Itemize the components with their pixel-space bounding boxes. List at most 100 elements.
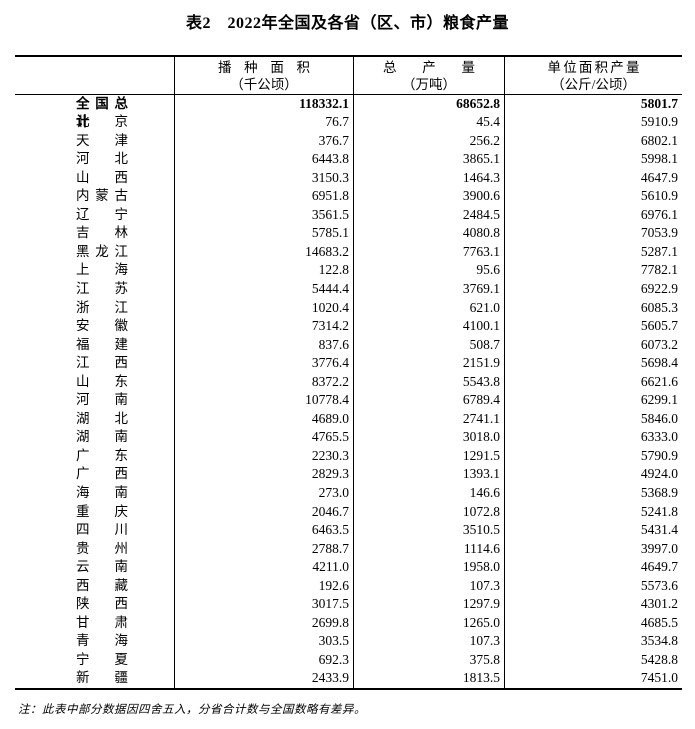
sown-area-cell: 2433.9 <box>174 669 353 688</box>
total-output-cell: 1958.0 <box>353 558 504 577</box>
total-output-cell: 1114.6 <box>353 539 504 559</box>
grain-production-table: 播种面积 （千公顷） 总产量 （万吨） 单位面积产量 （公斤/公顷） 全国总计 … <box>15 55 682 690</box>
table-row: 福建 837.6 508.7 6073.2 <box>15 335 682 355</box>
total-output-cell: 2151.9 <box>353 354 504 373</box>
table-row: 陕西 3017.5 1297.9 4301.2 <box>15 595 682 614</box>
yield-cell: 5790.9 <box>504 446 682 466</box>
table-row: 新疆 2433.9 1813.5 7451.0 <box>15 669 682 688</box>
province-name-cell: 新疆 <box>15 669 174 688</box>
total-output-cell: 4080.8 <box>353 224 504 243</box>
table-row: 江苏 5444.4 3769.1 6922.9 <box>15 279 682 299</box>
total-output-cell: 3769.1 <box>353 279 504 299</box>
header-yield-label: 单位面积产量 <box>547 60 640 75</box>
province-name: 西藏 <box>76 577 128 593</box>
table-row: 内蒙古 6951.8 3900.6 5610.9 <box>15 187 682 206</box>
province-name-cell: 青海 <box>15 632 174 651</box>
province-name-cell: 全国总计 <box>15 95 174 132</box>
header-yield-unit: （公斤/公顷） <box>551 77 636 92</box>
header-sown-area: 播种面积 （千公顷） <box>174 57 353 94</box>
sown-area-cell: 3017.5 <box>174 595 353 614</box>
province-name-cell: 安徽 <box>15 317 174 336</box>
total-output-cell: 107.3 <box>353 632 504 651</box>
total-output-cell: 6789.4 <box>353 391 504 410</box>
province-name-cell: 湖南 <box>15 428 174 447</box>
yield-cell: 3534.8 <box>504 632 682 651</box>
province-name-cell: 吉林 <box>15 224 174 243</box>
province-name-cell: 云南 <box>15 558 174 577</box>
yield-cell: 5910.9 <box>504 113 682 132</box>
header-sown-area-unit: （千公顷） <box>230 77 298 92</box>
province-name-cell: 西藏 <box>15 577 174 596</box>
total-output-cell: 621.0 <box>353 298 504 318</box>
total-output-cell: 107.3 <box>353 576 504 596</box>
province-name-cell: 北京 <box>15 113 174 132</box>
sown-area-cell: 273.0 <box>174 483 353 503</box>
sown-area-cell: 837.6 <box>174 335 353 355</box>
page-title: 表2 2022年全国及各省（区、市）粮食产量 <box>185 15 509 32</box>
yield-cell: 6976.1 <box>504 205 682 225</box>
yield-cell: 6621.6 <box>504 372 682 392</box>
province-name: 山西 <box>76 169 128 185</box>
sown-area-cell: 2046.7 <box>174 502 353 522</box>
sown-area-cell: 376.7 <box>174 131 353 151</box>
table-row: 上海 122.8 95.6 7782.1 <box>15 261 682 280</box>
province-name-cell: 海南 <box>15 484 174 503</box>
province-name: 北京 <box>76 114 128 130</box>
yield-cell: 3997.0 <box>504 539 682 559</box>
sown-area-cell: 6951.8 <box>174 187 353 206</box>
sown-area-cell: 3561.5 <box>174 205 353 225</box>
province-name: 湖北 <box>76 410 128 426</box>
yield-cell: 5610.9 <box>504 187 682 206</box>
sown-area-cell: 303.5 <box>174 632 353 651</box>
table-row: 广东 2230.3 1291.5 5790.9 <box>15 446 682 466</box>
province-name: 贵州 <box>76 540 128 556</box>
province-name: 浙江 <box>76 299 128 315</box>
province-name: 内蒙古 <box>76 188 128 204</box>
province-name-cell: 上海 <box>15 261 174 280</box>
yield-cell: 6802.1 <box>504 131 682 151</box>
total-output-cell: 95.6 <box>353 261 504 280</box>
sown-area-cell: 2699.8 <box>174 613 353 633</box>
yield-cell: 5998.1 <box>504 150 682 169</box>
sown-area-cell: 4689.0 <box>174 409 353 429</box>
province-name: 云南 <box>76 559 128 575</box>
total-output-cell: 1265.0 <box>353 613 504 633</box>
province-name: 青海 <box>76 633 128 649</box>
sown-area-cell: 2829.3 <box>174 465 353 484</box>
yield-cell: 4647.9 <box>504 168 682 188</box>
province-name: 广西 <box>76 466 128 482</box>
province-name-cell: 浙江 <box>15 299 174 318</box>
province-name: 吉林 <box>76 225 128 241</box>
yield-cell: 5431.4 <box>504 521 682 540</box>
sown-area-cell: 2788.7 <box>174 539 353 559</box>
footnote: 注：此表中部分数据因四舍五入，分省合计数与全国数略有差异。 <box>18 704 366 716</box>
province-name: 宁夏 <box>76 651 128 667</box>
sown-area-cell: 3150.3 <box>174 168 353 188</box>
yield-cell: 5368.9 <box>504 483 682 503</box>
sown-area-cell: 10778.4 <box>174 391 353 410</box>
sown-area-cell: 5444.4 <box>174 279 353 299</box>
yield-cell: 5573.6 <box>504 576 682 596</box>
total-output-cell: 1291.5 <box>353 446 504 466</box>
sown-area-cell: 692.3 <box>174 650 353 670</box>
header-province-blank <box>15 57 174 94</box>
yield-cell: 7782.1 <box>504 261 682 280</box>
province-name: 新疆 <box>76 670 128 686</box>
sown-area-cell: 5785.1 <box>174 224 353 243</box>
table-row: 山东 8372.2 5543.8 6621.6 <box>15 372 682 392</box>
yield-cell: 4685.5 <box>504 613 682 633</box>
table-header-row: 播种面积 （千公顷） 总产量 （万吨） 单位面积产量 （公斤/公顷） <box>15 57 682 95</box>
province-name: 辽宁 <box>76 206 128 222</box>
province-name-cell: 辽宁 <box>15 206 174 225</box>
province-name-cell: 江苏 <box>15 280 174 299</box>
table-row: 云南 4211.0 1958.0 4649.7 <box>15 558 682 577</box>
sown-area-cell: 192.6 <box>174 576 353 596</box>
yield-cell: 6333.0 <box>504 428 682 447</box>
table-row: 吉林 5785.1 4080.8 7053.9 <box>15 224 682 243</box>
yield-cell: 5428.8 <box>504 650 682 670</box>
total-output-cell: 375.8 <box>353 650 504 670</box>
total-output-cell: 1464.3 <box>353 168 504 188</box>
province-name: 广东 <box>76 447 128 463</box>
table-row: 江西 3776.4 2151.9 5698.4 <box>15 354 682 373</box>
province-name: 甘肃 <box>76 614 128 630</box>
